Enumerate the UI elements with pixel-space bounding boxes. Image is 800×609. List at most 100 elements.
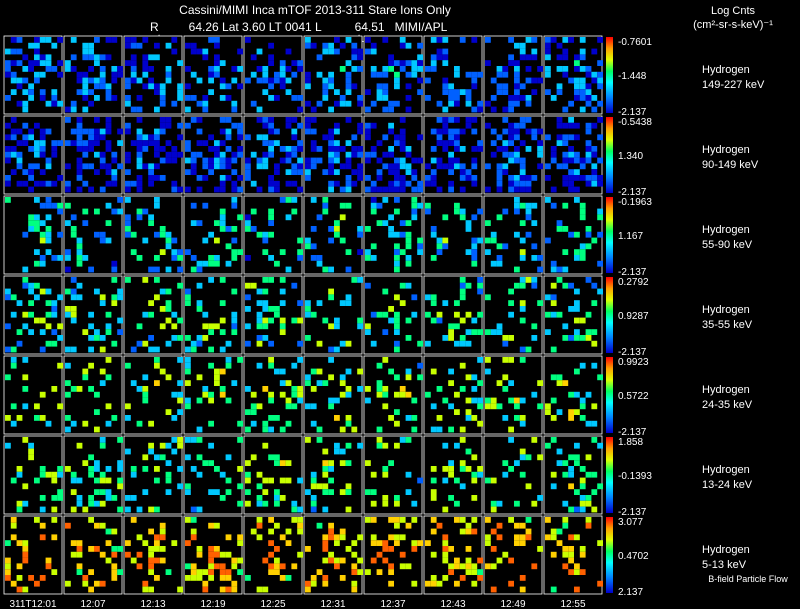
pixel: [262, 157, 269, 164]
pixel: [142, 386, 149, 392]
pixel: [471, 477, 478, 484]
pixel: [502, 340, 509, 347]
pixel: [376, 83, 383, 90]
pixel: [322, 483, 329, 490]
pixel: [237, 214, 243, 221]
pixel: [339, 391, 346, 398]
pixel: [82, 329, 89, 335]
pixel: [208, 71, 214, 78]
pixel: [357, 48, 363, 55]
pixel: [154, 362, 160, 369]
pixel: [117, 437, 123, 443]
pixel: [574, 134, 580, 141]
image-panel: [483, 355, 543, 435]
pixel: [591, 300, 598, 306]
pixel: [171, 448, 178, 455]
pixel: [430, 368, 437, 375]
image-panel: [63, 35, 123, 115]
pixel: [411, 415, 418, 421]
pixel: [357, 175, 363, 181]
pixel: [585, 180, 592, 187]
pixel: [591, 77, 598, 84]
pixel: [339, 448, 346, 455]
pixel: [328, 357, 334, 363]
pixel: [328, 151, 334, 158]
pixel: [16, 77, 23, 84]
pixel: [190, 117, 197, 123]
pixel: [502, 140, 509, 146]
pixel: [382, 466, 389, 472]
pixel: [568, 122, 574, 129]
pixel: [388, 563, 394, 570]
pixel: [556, 117, 563, 123]
pixel: [477, 466, 483, 472]
pixel: [5, 323, 11, 330]
pixel: [262, 323, 269, 330]
pixel: [382, 546, 389, 552]
energy-label: 55-90 keV: [702, 239, 753, 251]
pixel: [514, 77, 520, 84]
pixel: [142, 208, 149, 215]
pixel: [268, 551, 274, 558]
pixel: [339, 575, 346, 581]
pixel: [159, 306, 166, 312]
pixel: [579, 317, 586, 324]
pixel: [245, 214, 251, 221]
pixel: [399, 391, 406, 398]
pixel: [65, 288, 71, 295]
pixel: [148, 346, 154, 353]
pixel: [459, 528, 466, 535]
pixel: [202, 54, 209, 61]
pixel: [22, 386, 29, 392]
pixel: [285, 151, 292, 158]
pixel: [165, 151, 172, 158]
pixel: [531, 243, 538, 250]
pixel: [508, 300, 514, 306]
pixel: [154, 477, 160, 484]
pixel: [430, 517, 437, 523]
pixel: [591, 146, 598, 152]
pixel: [262, 66, 269, 72]
pixel: [117, 197, 123, 203]
pixel: [237, 134, 243, 141]
pixel: [130, 60, 137, 66]
pixel: [345, 300, 352, 306]
pixel: [411, 60, 418, 66]
image-panel: [423, 355, 483, 435]
pixel: [268, 146, 274, 152]
pixel: [171, 37, 178, 43]
time-tick-label: 12:19: [200, 599, 225, 609]
pixel: [442, 546, 449, 552]
pixel: [556, 220, 563, 226]
pixel: [345, 489, 352, 495]
pixel: [279, 380, 286, 386]
pixel: [357, 442, 363, 449]
pixel: [237, 48, 243, 55]
pixel: [16, 300, 23, 306]
pixel: [125, 77, 131, 84]
pixel: [22, 180, 29, 187]
pixel: [185, 106, 191, 113]
image-panel: [303, 435, 363, 515]
pixel: [550, 311, 557, 318]
pixel: [125, 128, 131, 135]
pixel: [57, 71, 63, 78]
pixel: [574, 122, 580, 129]
pixel: [142, 540, 149, 546]
pixel: [568, 175, 574, 181]
pixel: [148, 563, 154, 570]
pixel: [351, 42, 358, 49]
pixel: [591, 329, 598, 335]
pixel: [65, 311, 71, 318]
pixel: [425, 95, 431, 101]
pixel: [454, 157, 460, 164]
pixel: [436, 237, 443, 244]
pixel: [579, 403, 586, 410]
pixel: [411, 397, 418, 404]
pixel: [345, 117, 352, 123]
pixel: [16, 140, 23, 146]
pixel: [65, 522, 71, 529]
pixel: [310, 42, 317, 49]
pixel: [545, 403, 551, 410]
pixel: [502, 386, 509, 392]
